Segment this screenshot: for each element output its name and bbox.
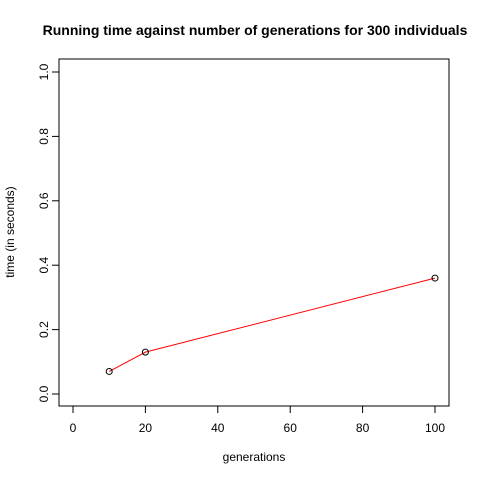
data-point	[141, 348, 149, 356]
x-axis-label: generations	[223, 450, 286, 464]
x-tick-label: 40	[211, 421, 225, 435]
y-tick-label: 0.8	[37, 128, 51, 145]
x-tick-label: 0	[70, 421, 77, 435]
data-point	[105, 367, 113, 375]
plot-area: 0 20 40 60 80 100 0.0 0.2 0.4 0.6 0.8 1.0	[37, 58, 450, 435]
y-tick-label: 0.4	[37, 257, 51, 274]
y-tick-label: 0.0	[37, 385, 51, 402]
y-axis-label: time (in seconds)	[3, 186, 17, 277]
series-line	[108, 277, 436, 372]
y-axis: 0.0 0.2 0.4 0.6 0.8 1.0	[37, 63, 60, 402]
chart-title: Running time against number of generatio…	[43, 22, 468, 38]
x-axis: 0 20 40 60 80 100	[70, 405, 445, 435]
y-tick-label: 0.6	[37, 192, 51, 209]
x-tick-label: 100	[425, 421, 445, 435]
series-layer	[105, 274, 439, 375]
y-tick-label: 1.0	[37, 63, 51, 80]
x-tick-label: 80	[356, 421, 370, 435]
data-point	[431, 274, 439, 282]
x-tick-label: 20	[139, 421, 153, 435]
x-tick-label: 60	[284, 421, 298, 435]
y-tick-label: 0.2	[37, 321, 51, 338]
plot-box	[58, 58, 450, 407]
